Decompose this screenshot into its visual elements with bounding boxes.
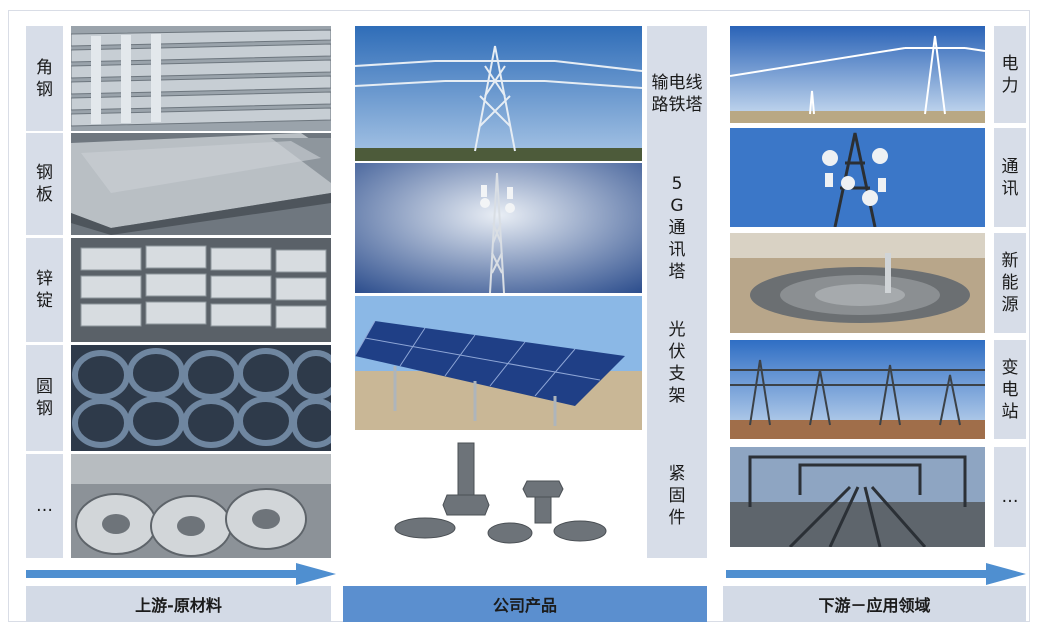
downstream-label-strip-2: 通讯: [994, 128, 1026, 227]
downstream-label-power: 电力: [1001, 53, 1019, 96]
upstream-label-strip-4: 圆钢: [26, 345, 63, 451]
downstream-label-strip-5: …: [994, 447, 1026, 547]
product-label-cell-2: 5G通讯塔: [647, 163, 707, 293]
solar-plant-photo: [730, 233, 985, 333]
steel-coil-photo: [71, 454, 331, 558]
products-footer: 公司产品: [343, 586, 707, 622]
upstream-arrow: [26, 563, 336, 585]
downstream-label-strip-1: 电力: [994, 26, 1026, 123]
downstream-label-strip-3: 新能源: [994, 233, 1026, 333]
fastener-photo: [355, 433, 642, 558]
power-tower-photo: [730, 26, 985, 123]
upstream-label-angle-steel: 角钢: [36, 57, 53, 100]
product-label-fastener: 紧固件: [668, 463, 686, 528]
transmission-tower-photo: [355, 26, 642, 161]
downstream-label-strip-4: 变电站: [994, 340, 1026, 439]
industry-chain-diagram: 角钢 钢板 锌锭 圆钢 …: [8, 10, 1030, 622]
upstream-label-round-steel: 圆钢: [36, 377, 53, 419]
upstream-label-zinc-ingot: 锌锭: [36, 269, 53, 311]
downstream-label-substation: 变电站: [1001, 357, 1019, 422]
product-label-strip: 输电线路铁塔 5G通讯塔 光伏支架 紧固件: [647, 26, 707, 558]
product-label-cell-4: 紧固件: [647, 433, 707, 558]
downstream-arrow: [726, 563, 1026, 585]
solar-bracket-photo: [355, 296, 642, 430]
upstream-label-strip-1: 角钢: [26, 26, 63, 131]
downstream-label-telecom: 通讯: [1001, 156, 1019, 199]
telecom-tower-photo: [355, 163, 642, 293]
upstream-label-strip-2: 钢板: [26, 133, 63, 235]
product-label-5g-tower: 5G通讯塔: [668, 174, 686, 282]
product-label-cell-1: 输电线路铁塔: [647, 26, 707, 161]
zinc-ingot-photo: [71, 238, 331, 342]
downstream-label-new-energy: 新能源: [1001, 251, 1019, 315]
upstream-footer-label: 上游-原材料: [135, 596, 222, 615]
upstream-label-steel-plate: 钢板: [36, 163, 53, 205]
products-footer-label: 公司产品: [492, 596, 557, 615]
upstream-label-strip-3: 锌锭: [26, 238, 63, 342]
downstream-footer-label: 下游－应用领域: [818, 596, 931, 615]
round-steel-photo: [71, 345, 331, 451]
upstream-label-strip-5: …: [26, 454, 63, 558]
upstream-label-more: …: [36, 496, 53, 516]
downstream-footer: 下游－应用领域: [723, 586, 1026, 622]
product-label-transmission-tower: 输电线路铁塔: [651, 72, 703, 115]
antenna-tower-photo: [730, 128, 985, 227]
steel-plate-photo: [71, 133, 331, 235]
upstream-footer: 上游-原材料: [26, 586, 331, 622]
product-label-cell-3: 光伏支架: [647, 296, 707, 430]
angle-steel-photo: [71, 26, 331, 131]
downstream-label-more: …: [1001, 487, 1019, 507]
substation-photo: [730, 340, 985, 439]
railway-photo: [730, 447, 985, 547]
product-label-solar-bracket: 光伏支架: [668, 320, 686, 406]
